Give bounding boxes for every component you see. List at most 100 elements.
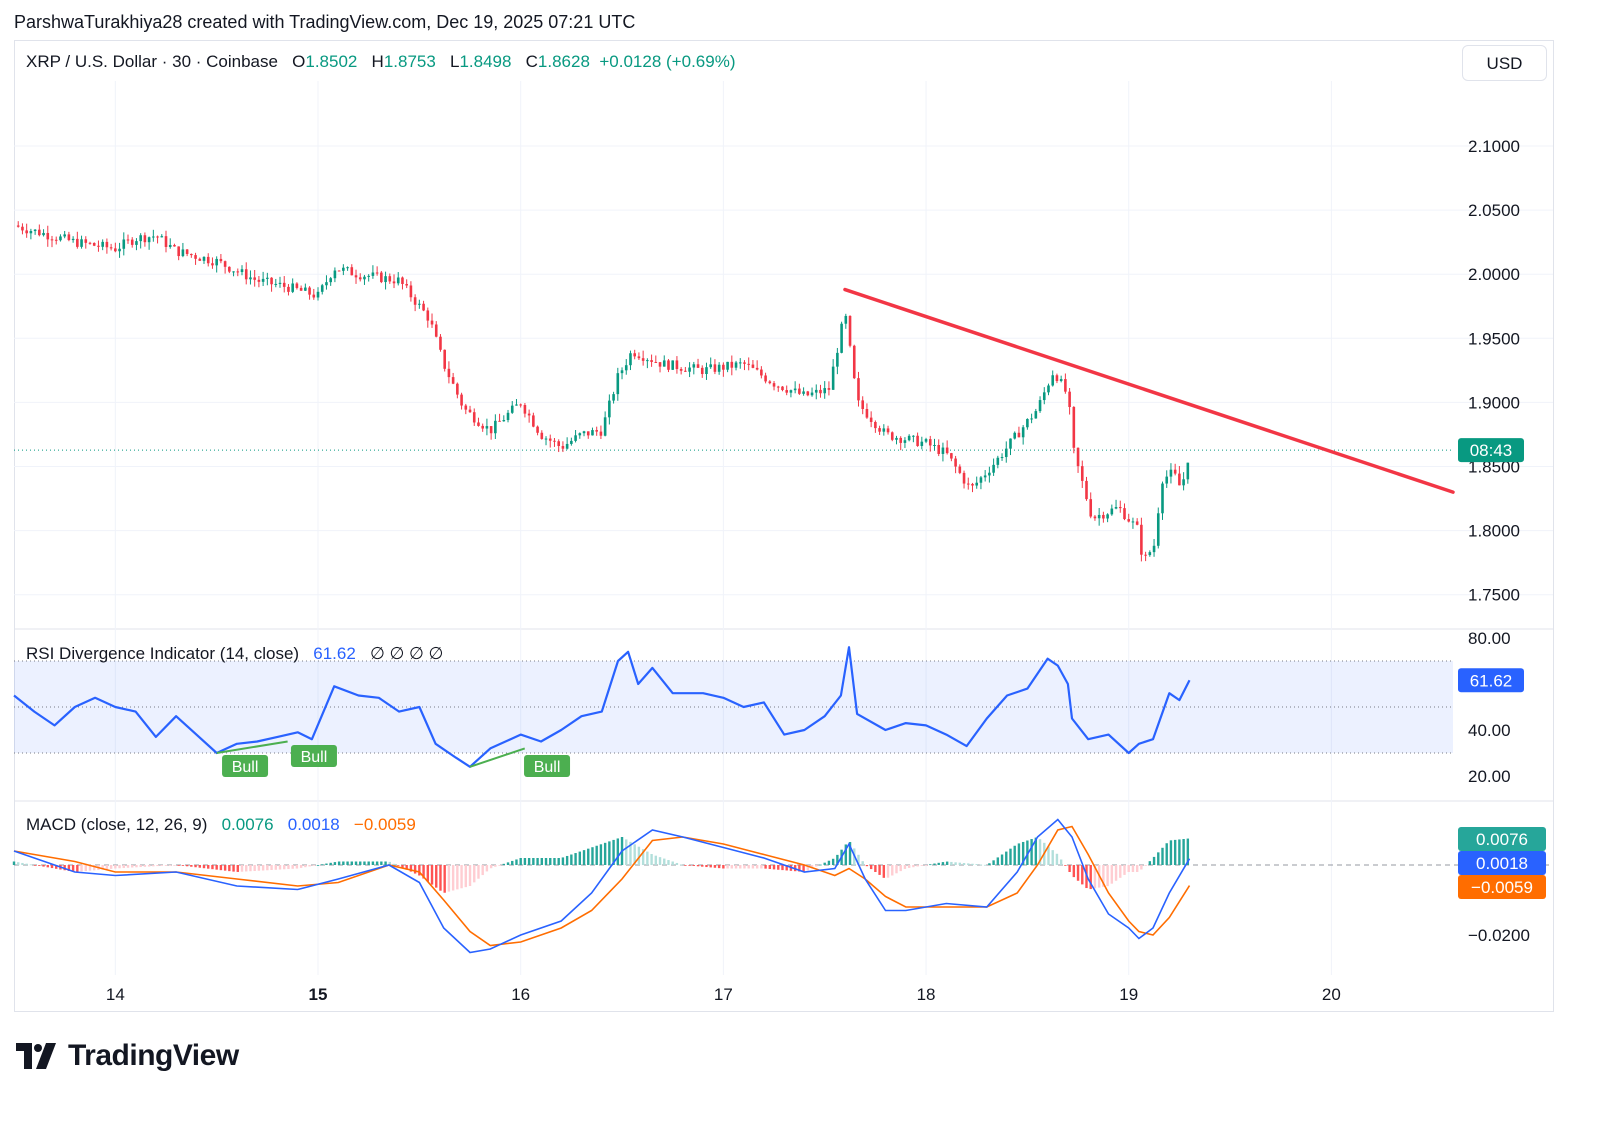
- candle-body: [810, 392, 814, 396]
- candle-body: [814, 389, 818, 393]
- candle-body: [895, 437, 898, 440]
- candle-body: [1156, 513, 1160, 546]
- candle-body: [882, 428, 886, 432]
- macd-histogram-bar: [992, 860, 995, 865]
- macd-histogram-bar: [430, 865, 434, 885]
- rsi-title[interactable]: RSI Divergence Indicator (14, close): [26, 644, 300, 663]
- macd-histogram-bar: [401, 865, 404, 868]
- macd-histogram-bar: [207, 865, 210, 869]
- candle-body: [975, 482, 979, 486]
- macd-histogram-bar: [249, 865, 252, 872]
- macd-histogram-bar: [658, 857, 662, 865]
- macd-histogram-bar: [202, 865, 206, 869]
- macd-histogram-bar: [245, 865, 248, 872]
- macd-histogram-bar: [1021, 841, 1025, 865]
- candle-body: [358, 277, 362, 280]
- macd-histogram-bar: [591, 847, 594, 865]
- candle-body: [519, 404, 522, 406]
- chart-frame[interactable]: [14, 40, 1554, 1012]
- candle-body: [658, 362, 662, 367]
- candle-body: [1042, 392, 1046, 401]
- candle-body: [700, 367, 704, 375]
- macd-histogram-bar: [515, 859, 518, 865]
- candle-body: [819, 389, 822, 394]
- candle-body: [439, 336, 442, 350]
- macd-histogram-bar: [325, 863, 328, 865]
- candle-body: [730, 361, 734, 368]
- macd-histogram-bar: [494, 865, 497, 867]
- candle-body: [50, 239, 54, 241]
- macd-histogram-bar: [232, 865, 235, 872]
- candle-body: [274, 283, 278, 285]
- macd-histogram-bar: [177, 865, 180, 866]
- macd-histogram-bar: [844, 844, 848, 865]
- tradingview-logo[interactable]: TradingView: [16, 1036, 239, 1076]
- candle-body: [190, 253, 193, 256]
- macd-histogram-bar: [798, 865, 801, 872]
- candle-body: [67, 234, 71, 241]
- macd-histogram-bar: [147, 865, 151, 867]
- candle-body: [278, 282, 282, 284]
- macd-histogram-bar: [1182, 839, 1185, 865]
- macd-histogram-bar: [287, 865, 290, 870]
- candle-body: [59, 236, 62, 241]
- candle-body: [228, 266, 231, 272]
- candle-body: [1017, 432, 1021, 438]
- macd-histogram-bar: [996, 857, 1000, 865]
- candle-body: [1026, 419, 1029, 428]
- macd-histogram-bar: [654, 855, 658, 865]
- candle-body: [456, 383, 459, 395]
- macd-histogram-bar: [553, 858, 556, 865]
- open-label: O: [292, 52, 306, 71]
- candle-body: [582, 431, 586, 434]
- macd-histogram-bar: [595, 845, 598, 865]
- candle-body: [1123, 508, 1126, 520]
- macd-title[interactable]: MACD (close, 12, 26, 9): [26, 815, 208, 834]
- macd-hist-badge: [1458, 827, 1546, 851]
- macd-histogram-bar: [764, 865, 767, 869]
- candle-body: [122, 239, 126, 249]
- candle-body: [1051, 375, 1055, 386]
- macd-histogram-bar: [616, 838, 620, 865]
- macd-histogram-bar: [755, 865, 759, 869]
- candle-body: [287, 286, 290, 292]
- macd-histogram-bar: [827, 860, 831, 865]
- macd-histogram-bar: [527, 858, 531, 865]
- candle-body: [983, 475, 987, 478]
- macd-histogram-bar: [131, 865, 134, 868]
- macd-histogram-bar: [532, 858, 535, 865]
- macd-histogram-bar: [587, 848, 590, 865]
- close-label: C: [525, 52, 538, 71]
- macd-histogram-bar: [198, 865, 201, 868]
- candle-body: [118, 248, 121, 252]
- candle-body: [1038, 400, 1042, 412]
- macd-histogram-bar: [899, 865, 902, 872]
- countdown-label: 08:43: [1470, 441, 1513, 460]
- candle-body: [899, 437, 903, 443]
- candle-body: [954, 458, 957, 467]
- symbol-title[interactable]: XRP / U.S. Dollar · 30 · Coinbase: [26, 52, 278, 71]
- macd-histogram-bar: [675, 862, 679, 865]
- candle-body: [1140, 524, 1143, 555]
- candle-body: [375, 272, 379, 274]
- candle-body: [354, 275, 358, 278]
- candle-body: [130, 239, 134, 245]
- candle-body: [827, 388, 831, 390]
- candle-body: [1148, 552, 1152, 556]
- macd-histogram-bar: [481, 865, 484, 876]
- currency-button[interactable]: USD: [1462, 45, 1547, 81]
- macd-histogram-bar: [1131, 865, 1135, 872]
- macd-histogram-bar: [498, 865, 501, 866]
- rsi-tick-label: 40.00: [1468, 721, 1511, 740]
- macd-histogram-bar: [768, 865, 772, 870]
- high-value: 1.8753: [383, 52, 436, 71]
- macd-histogram-bar: [464, 865, 467, 888]
- candle-body: [1076, 447, 1080, 467]
- candle-body: [726, 361, 729, 370]
- macd-histogram-bar: [544, 858, 548, 865]
- candle-body: [25, 230, 28, 234]
- macd-histogram-bar: [882, 865, 886, 878]
- macd-histogram-bar: [316, 865, 320, 866]
- candle-body: [202, 256, 206, 261]
